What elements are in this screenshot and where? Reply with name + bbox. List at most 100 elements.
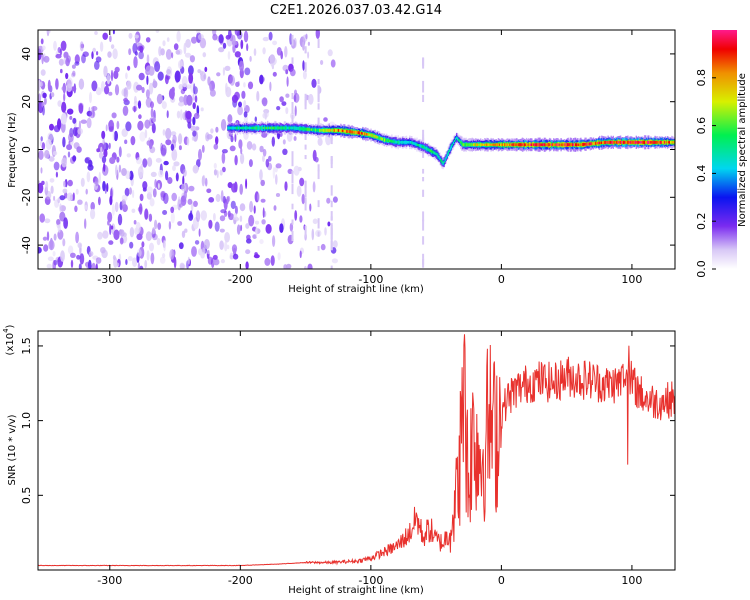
noise-blob: [171, 192, 177, 202]
noise-blob: [113, 229, 120, 241]
noise-blob: [112, 255, 116, 261]
noise-blob: [76, 146, 82, 153]
ridge-segment: [519, 143, 522, 147]
noise-blob: [282, 148, 288, 155]
noise-blob: [332, 240, 338, 249]
ridge-segment: [336, 129, 339, 132]
noise-streak: [304, 99, 307, 110]
ridge-segment: [629, 141, 631, 144]
noise-blob: [72, 126, 78, 137]
ridge-segment: [370, 133, 372, 137]
ridge-segment: [613, 141, 615, 144]
noise-blob: [139, 265, 144, 269]
ridge-segment: [256, 126, 258, 130]
noise-streak: [422, 80, 425, 93]
noise-blob: [114, 84, 120, 96]
ridge-segment: [227, 126, 229, 130]
noise-blob: [63, 217, 68, 229]
noise-blob: [148, 82, 154, 95]
noise-blob: [236, 224, 241, 235]
noise-blob: [172, 134, 177, 144]
ridge-segment: [327, 129, 329, 132]
noise-blob: [177, 221, 183, 226]
ridge-segment: [507, 143, 509, 146]
noise-blob: [57, 224, 61, 233]
noise-blob: [121, 168, 127, 176]
ridge-segment: [452, 141, 455, 144]
ridge-segment: [411, 141, 413, 144]
noise-blob: [160, 144, 167, 156]
ridge-segment: [484, 143, 486, 146]
ridge-segment: [387, 139, 389, 142]
ridge-segment: [269, 126, 271, 130]
noise-blob: [192, 93, 195, 101]
noise-streak: [291, 203, 294, 210]
colorbar-ticks: 0.0 0.2 0.4 0.6 0.8: [695, 69, 716, 278]
noise-blob: [235, 81, 240, 87]
noise-streak: [304, 199, 307, 211]
noise-blob: [41, 45, 46, 51]
noise-blob: [100, 247, 106, 254]
snr-y-label: SNR (10 * v/v): [7, 414, 18, 485]
noise-blob: [181, 230, 186, 238]
y-tick-label: -20: [20, 188, 33, 206]
noise-blob: [272, 235, 276, 248]
colorbar-tick-label: 0.8: [695, 69, 708, 87]
ridge-segment: [267, 126, 269, 130]
ridge-segment: [511, 143, 513, 146]
noise-blob: [234, 205, 238, 215]
ridge-segment: [228, 126, 230, 130]
noise-blob: [171, 52, 174, 59]
ridge-segment: [319, 128, 321, 132]
ridge-segment: [406, 141, 409, 144]
ridge-segment: [625, 140, 627, 144]
ridge-segment: [566, 143, 569, 147]
noise-blob: [100, 81, 105, 92]
noise-streak: [330, 265, 333, 269]
noise-blob: [61, 86, 66, 91]
noise-blob: [192, 116, 196, 126]
noise-blob: [44, 218, 51, 224]
ridge-segment: [231, 126, 233, 130]
ridge-segment: [601, 141, 603, 144]
noise-blob: [243, 30, 249, 43]
noise-blob: [72, 192, 75, 201]
ridge-segment: [435, 152, 437, 155]
ridge-segment: [344, 129, 346, 133]
ridge-segment: [309, 128, 312, 131]
noise-blob: [215, 126, 219, 133]
noise-blob: [38, 182, 44, 194]
noise-blob: [275, 193, 281, 197]
snr-scale-prefix: (x10: [5, 333, 16, 356]
noise-blob: [60, 250, 65, 262]
noise-blob: [127, 65, 131, 71]
ridge-segment: [604, 140, 606, 144]
ridge-segment: [622, 140, 624, 144]
ridge-segment: [581, 143, 583, 147]
noise-blob: [249, 200, 254, 213]
ridge-segment: [648, 140, 650, 144]
noise-blob: [111, 112, 117, 119]
noise-blob: [209, 83, 212, 92]
noise-blob: [146, 54, 150, 64]
noise-blob: [312, 181, 316, 193]
ridge-segment: [653, 140, 655, 144]
noise-blob: [254, 116, 257, 122]
noise-blob: [78, 263, 82, 269]
ridge-segment: [343, 129, 345, 133]
ridge-segment: [669, 140, 671, 144]
ridge-segment: [378, 136, 381, 140]
noise-blob: [179, 203, 183, 208]
ridge-segment: [338, 128, 340, 132]
ridge-segment: [571, 143, 574, 147]
ridge-segment: [280, 126, 282, 130]
ridge-segment: [649, 141, 651, 144]
noise-blob: [240, 39, 244, 50]
ridge-segment: [518, 143, 520, 147]
ridge-segment: [426, 147, 429, 151]
ridge-segment: [636, 140, 638, 144]
noise-blob: [67, 179, 73, 187]
ridge-segment: [296, 126, 298, 130]
noise-blob: [253, 48, 257, 56]
noise-blob: [261, 219, 266, 225]
